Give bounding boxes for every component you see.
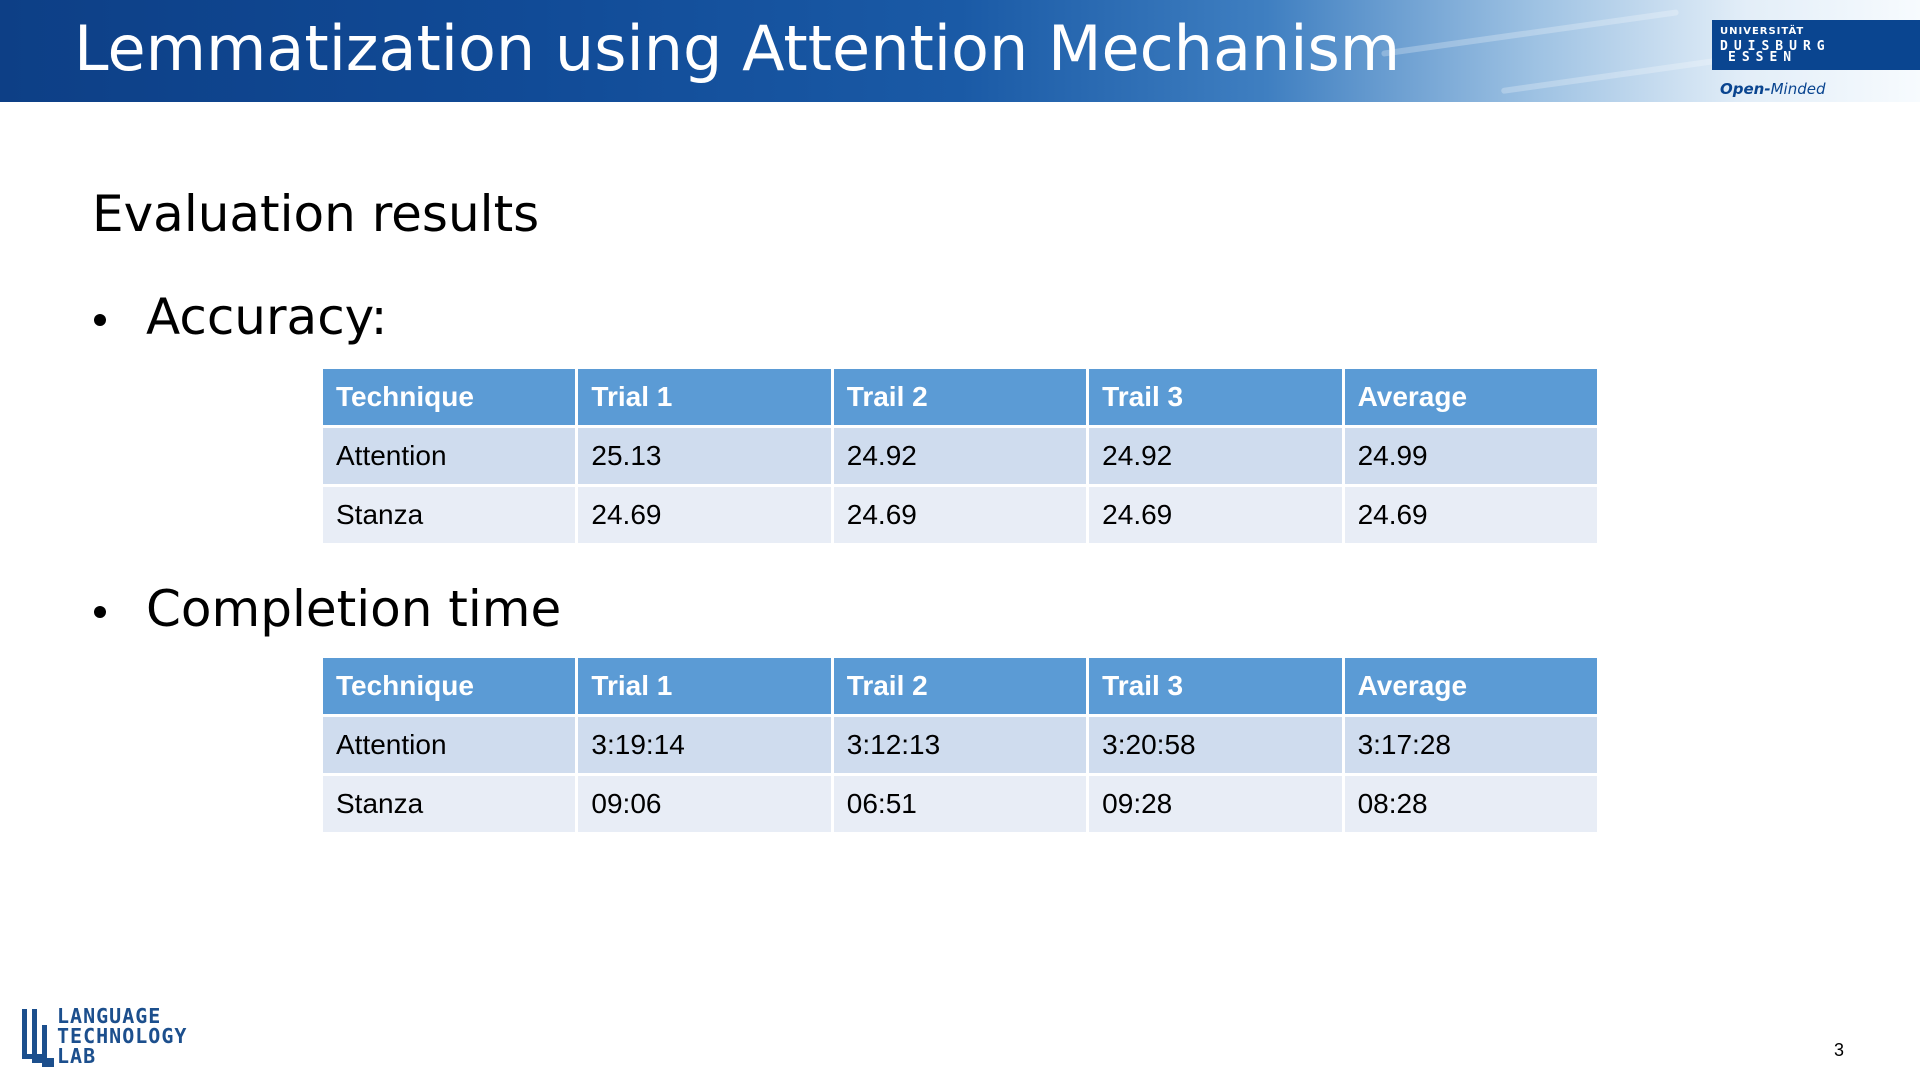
table-cell: 08:28 xyxy=(1341,773,1601,835)
lab-logo-mark-icon xyxy=(22,1009,54,1067)
table-cell: 3:19:14 xyxy=(575,714,834,776)
bullet-dot-icon xyxy=(94,606,106,618)
table-cell: Stanza xyxy=(319,484,579,546)
table-header-cell: Trail 3 xyxy=(1086,655,1345,717)
table-cell: Attention xyxy=(319,425,579,487)
table-header-cell: Trial 1 xyxy=(575,655,834,717)
table-cell: 24.92 xyxy=(830,425,1090,487)
table-cell: 24.92 xyxy=(1086,425,1345,487)
lab-logo-line3: LAB xyxy=(57,1044,97,1068)
lab-logo-line2: TECHNOLOGY xyxy=(57,1024,188,1048)
section-subtitle: Evaluation results xyxy=(92,185,540,243)
table-row: Attention 25.13 24.92 24.92 24.99 xyxy=(319,425,1601,487)
table-header-cell: Technique xyxy=(319,655,579,717)
bullet-accuracy-label: Accuracy: xyxy=(146,288,388,346)
table-cell: 24.69 xyxy=(1341,484,1601,546)
table-header-row: Technique Trial 1 Trail 2 Trail 3 Averag… xyxy=(319,655,1601,717)
table-row: Stanza 24.69 24.69 24.69 24.69 xyxy=(319,484,1601,546)
table-header-cell: Average xyxy=(1341,655,1601,717)
lab-logo-text: LANGUAGE TECHNOLOGY LAB xyxy=(57,1006,187,1066)
university-slogan: Open-Minded xyxy=(1720,80,1825,98)
completion-time-table: Technique Trial 1 Trail 2 Trail 3 Averag… xyxy=(319,655,1601,835)
table-cell: Attention xyxy=(319,714,579,776)
page-number: 3 xyxy=(1834,1040,1845,1060)
table-header-cell: Average xyxy=(1341,366,1601,428)
table-header-cell: Trail 2 xyxy=(830,655,1090,717)
table-cell: 3:17:28 xyxy=(1341,714,1601,776)
table-row: Stanza 09:06 06:51 09:28 08:28 xyxy=(319,773,1601,835)
table-cell: 3:20:58 xyxy=(1086,714,1345,776)
header-decoration xyxy=(1381,9,1679,57)
table-cell: 09:06 xyxy=(575,773,834,835)
table-cell: 24.69 xyxy=(830,484,1090,546)
table-cell: 24.99 xyxy=(1341,425,1601,487)
table-cell: 24.69 xyxy=(575,484,834,546)
lab-logo-line1: LANGUAGE xyxy=(57,1004,162,1028)
table-header-cell: Trial 1 xyxy=(575,366,834,428)
university-logo-box: UNIVERSITÄT DUISBURG ESSEN xyxy=(1712,20,1920,70)
table-row: Attention 3:19:14 3:12:13 3:20:58 3:17:2… xyxy=(319,714,1601,776)
bullet-dot-icon xyxy=(94,314,106,326)
table-header-cell: Trail 2 xyxy=(830,366,1090,428)
table-cell: 06:51 xyxy=(830,773,1090,835)
table-cell: Stanza xyxy=(319,773,579,835)
language-technology-lab-logo: LANGUAGE TECHNOLOGY LAB xyxy=(20,1006,220,1070)
slide-header: Lemmatization using Attention Mechanism … xyxy=(0,0,1920,102)
university-logo-line1: UNIVERSITÄT xyxy=(1720,26,1805,37)
table-cell: 09:28 xyxy=(1086,773,1345,835)
table-cell: 24.69 xyxy=(1086,484,1345,546)
university-slogan-part2: Minded xyxy=(1770,80,1826,98)
slide-title: Lemmatization using Attention Mechanism xyxy=(74,12,1401,85)
table-header-cell: Trail 3 xyxy=(1086,366,1345,428)
table-header-cell: Technique xyxy=(319,366,579,428)
table-cell: 3:12:13 xyxy=(830,714,1090,776)
bullet-completion-time-label: Completion time xyxy=(146,580,562,638)
university-logo-line3: ESSEN xyxy=(1728,50,1798,65)
university-logo-line2: DUISBURG xyxy=(1720,39,1831,54)
university-slogan-part1: Open- xyxy=(1720,80,1771,98)
university-logo: UNIVERSITÄT DUISBURG ESSEN Open-Minded xyxy=(1712,20,1920,102)
table-cell: 25.13 xyxy=(575,425,834,487)
table-header-row: Technique Trial 1 Trail 2 Trail 3 Averag… xyxy=(319,366,1601,428)
accuracy-table: Technique Trial 1 Trail 2 Trail 3 Averag… xyxy=(319,366,1601,546)
